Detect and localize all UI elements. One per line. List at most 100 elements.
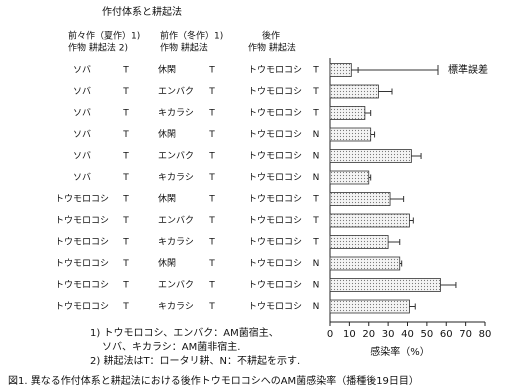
row-label: N [313,173,320,183]
row-label: ソバ [73,172,91,183]
row-label: T [312,66,319,76]
row-label: トウモロコシ [55,301,109,312]
row-label: N [313,281,320,291]
row-label: トウモロコシ [248,215,302,226]
row-label: T [122,216,129,226]
column-header: 前作（冬作）1) [160,30,223,42]
x-tick-label: 10 [343,329,356,340]
x-tick-label: 20 [362,329,375,340]
row-label: トウモロコシ [55,194,109,205]
row-label: T [208,238,215,248]
row-label: ソバ [73,129,91,140]
row-label: T [312,195,319,205]
row-label: トウモロコシ [248,86,302,97]
row-label: トウモロコシ [248,108,302,119]
x-tick-label: 30 [382,329,395,340]
bar [329,63,352,77]
row-label: ソバ [73,108,91,119]
note: 1) トウモロコシ、エンバク：AM菌宿主、 [90,326,279,339]
row-label: T [122,173,129,183]
column-header: 後作 [262,30,280,42]
row-label: T [312,109,319,119]
column-header: 前々作（夏作）1) [68,30,140,42]
x-tick-label: 80 [479,329,492,340]
bar [329,278,441,292]
row-label: トウモロコシ [55,237,109,248]
column-header: 作物 耕起法 2) [68,42,128,54]
row-label: T [122,152,129,162]
row-label: T [122,238,129,248]
row-label: T [208,130,215,140]
row-label: 休閑 [158,193,176,205]
note: 2) 耕起法はT：ロータリ耕、N：不耕起を示す. [90,354,300,367]
row-label: T [122,66,129,76]
bar [329,127,372,142]
row-label: トウモロコシ [248,194,302,205]
caption: 図1. 異なる作付体系と耕起法における後作トウモロコシへのAM菌感染率（播種後1… [8,374,419,387]
row-label: N [313,259,320,269]
row-label: T [208,195,215,205]
row-label: T [122,302,129,312]
row-label: T [208,87,215,97]
bar [329,106,366,120]
bar [329,213,410,228]
chart-title: 作付体系と耕起法 [102,5,182,18]
row-label: 休閑 [158,64,176,76]
row-label: N [313,302,320,312]
row-label: トウモロコシ [55,215,109,226]
row-label: トウモロコシ [248,65,302,76]
row-label: T [208,259,215,269]
row-label: エンバク [158,215,194,226]
row-label: キカラシ [158,301,194,312]
row-label: ソバ [73,86,91,97]
bar [329,192,391,206]
row-label: エンバク [158,280,194,291]
row-label: N [313,152,320,162]
bar [329,256,401,271]
row-label: T [312,216,319,226]
row-label: キカラシ [158,172,194,183]
row-label: トウモロコシ [248,237,302,248]
row-label: T [122,130,129,140]
row-label: キカラシ [158,108,194,119]
row-label: トウモロコシ [248,280,302,291]
x-axis-label: 感染率（%） [370,345,430,358]
row-label: T [208,302,215,312]
row-label: T [312,238,319,248]
row-label: T [122,195,129,205]
row-label: T [208,152,215,162]
row-label: 休閑 [158,128,176,140]
row-label: トウモロコシ [55,280,109,291]
row-label: トウモロコシ [248,151,302,162]
row-label: N [313,130,320,140]
row-label: トウモロコシ [248,129,302,140]
row-label: キカラシ [158,237,194,248]
row-label: T [122,109,129,119]
row-label: 休閑 [158,257,176,269]
x-tick-label: 70 [459,329,472,340]
row-label: トウモロコシ [248,172,302,183]
row-label: トウモロコシ [55,258,109,269]
error-legend-label: 標準誤差 [448,63,488,76]
row-label: T [122,281,129,291]
row-label: エンバク [158,151,194,162]
row-label: T [208,281,215,291]
row-label: T [122,87,129,97]
row-label: T [208,216,215,226]
row-label: トウモロコシ [248,301,302,312]
x-tick-label: 0 [327,329,333,340]
row-label: T [312,87,319,97]
row-label: T [122,259,129,269]
x-tick-label: 60 [440,329,453,340]
row-label: ソバ [73,151,91,162]
bar [329,84,379,99]
bar [329,170,370,185]
row-label: トウモロコシ [248,258,302,269]
row-label: エンバク [158,86,194,97]
column-header: 作物 耕起法 [248,42,296,54]
bar [329,235,389,249]
bar [329,149,412,163]
x-tick-label: 50 [421,329,434,340]
row-label: T [208,109,215,119]
